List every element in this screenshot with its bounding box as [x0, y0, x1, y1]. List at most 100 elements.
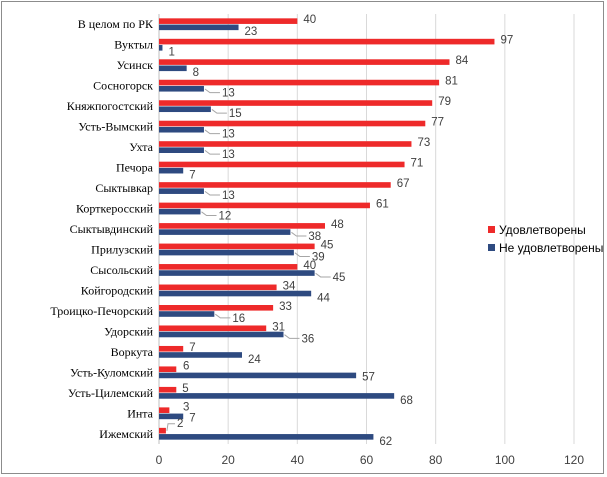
- bar-satisfied: [159, 161, 405, 168]
- bar-not-satisfied: [159, 311, 215, 317]
- bar-satisfied: [159, 345, 184, 352]
- bar-satisfied: [159, 18, 298, 24]
- x-tick-label: 60: [360, 453, 374, 467]
- bar-not-satisfied: [159, 24, 239, 31]
- leader-line: [215, 313, 231, 319]
- category-label: Княжпогостский: [67, 99, 154, 113]
- value-label-satisfied: 40: [303, 14, 316, 26]
- value-label-not-satisfied: 1: [168, 47, 174, 59]
- value-label-satisfied: 81: [445, 76, 458, 88]
- bar-not-satisfied: [159, 229, 291, 235]
- leader-line: [315, 272, 331, 278]
- bar-not-satisfied: [159, 126, 204, 133]
- value-label-not-satisfied: 13: [222, 88, 235, 100]
- leader-lines: [166, 88, 331, 431]
- bar-satisfied: [159, 79, 440, 86]
- category-label: Усть-Цилемский: [68, 386, 154, 400]
- bar-not-satisfied: [159, 434, 374, 440]
- value-label-not-satisfied: 7: [189, 412, 195, 424]
- value-label-satisfied: 48: [331, 219, 344, 231]
- bar-not-satisfied: [159, 413, 184, 420]
- value-label-satisfied: 77: [431, 117, 444, 129]
- category-label: Инта: [127, 406, 153, 420]
- leader-line: [294, 252, 310, 257]
- value-label-satisfied: 97: [500, 35, 513, 47]
- legend: Удовлетворены Не удовлетворены: [488, 223, 603, 255]
- value-label-not-satisfied: 13: [222, 129, 235, 141]
- bar-not-satisfied: [159, 331, 284, 338]
- bar-not-satisfied: [159, 208, 201, 215]
- value-label-not-satisfied: 13: [222, 190, 235, 202]
- bar-not-satisfied: [159, 85, 204, 92]
- value-label-satisfied: 2: [177, 418, 183, 430]
- category-label: Сосногорск: [93, 79, 153, 93]
- bar-not-satisfied: [159, 393, 395, 399]
- x-tick-label: 100: [495, 453, 515, 467]
- bar-satisfied: [159, 223, 325, 229]
- value-label-not-satisfied: 3: [183, 401, 189, 413]
- x-tick-label: 40: [291, 453, 305, 467]
- bar-not-satisfied: [159, 45, 163, 51]
- category-label: Сыктывкар: [95, 181, 153, 195]
- value-label-satisfied: 34: [283, 280, 296, 292]
- leader-line: [204, 129, 220, 135]
- value-label-satisfied: 40: [303, 260, 316, 272]
- value-label-satisfied: 33: [279, 301, 292, 313]
- category-label: Троицко-Печорский: [50, 304, 153, 318]
- value-label-not-satisfied: 57: [362, 371, 375, 383]
- category-label: Воркута: [111, 345, 154, 359]
- bar-not-satisfied: [159, 270, 315, 276]
- bar-satisfied: [159, 366, 177, 373]
- value-label-satisfied: 84: [456, 55, 469, 67]
- value-label-satisfied: 7: [189, 342, 195, 354]
- value-labels: 4023971848811379157713731371767136112483…: [168, 14, 513, 448]
- value-label-not-satisfied: 16: [232, 313, 245, 325]
- x-tick-label: 80: [429, 453, 443, 467]
- value-label-not-satisfied: 44: [317, 292, 330, 304]
- value-label-not-satisfied: 23: [245, 26, 258, 38]
- bar-satisfied: [159, 59, 450, 65]
- leader-line: [211, 109, 227, 114]
- leader-line: [204, 88, 220, 94]
- category-label: Сысольский: [90, 263, 153, 277]
- leader-line: [166, 423, 175, 431]
- bar-satisfied: [159, 325, 267, 332]
- value-label-satisfied: 45: [321, 239, 334, 251]
- value-label-satisfied: 73: [417, 137, 430, 149]
- category-label: Усть-Вымский: [78, 120, 153, 134]
- legend-label-satisfied: Удовлетворены: [499, 223, 586, 237]
- value-label-satisfied: 67: [397, 178, 410, 190]
- value-label-not-satisfied: 39: [312, 251, 325, 263]
- value-label-not-satisfied: 6: [183, 360, 189, 372]
- bar-satisfied: [159, 264, 298, 270]
- category-label: Усть-Куломский: [70, 365, 154, 379]
- value-label-not-satisfied: 45: [333, 272, 346, 284]
- bar-satisfied: [159, 243, 315, 250]
- leader-line: [204, 190, 220, 196]
- category-label: Вуктыл: [114, 38, 153, 52]
- category-label: Усинск: [117, 58, 154, 72]
- value-label-not-satisfied: 38: [308, 231, 321, 243]
- bars: [159, 18, 495, 440]
- x-tick-labels: 0 20 40 60 80 100 120: [156, 453, 585, 467]
- bar-not-satisfied: [159, 147, 204, 153]
- leader-line: [204, 149, 220, 155]
- value-label-satisfied: 79: [438, 96, 451, 108]
- bar-not-satisfied: [159, 372, 357, 379]
- leader-line: [291, 231, 307, 237]
- bar-not-satisfied: [159, 188, 204, 194]
- value-label-not-satisfied: 15: [229, 108, 242, 120]
- bar-satisfied: [159, 120, 426, 127]
- legend-swatch-satisfied: [488, 226, 495, 233]
- leader-line: [201, 211, 217, 217]
- category-label: Сыктывдинский: [70, 222, 154, 236]
- value-label-satisfied: 71: [411, 158, 424, 170]
- grid-lines: [158, 14, 575, 444]
- category-label: Ухта: [129, 140, 153, 154]
- value-label-not-satisfied: 36: [302, 333, 315, 345]
- bar-not-satisfied: [159, 167, 184, 174]
- category-label: В целом по РК: [78, 17, 154, 31]
- bar-not-satisfied: [159, 106, 211, 113]
- value-label-not-satisfied: 62: [379, 436, 392, 448]
